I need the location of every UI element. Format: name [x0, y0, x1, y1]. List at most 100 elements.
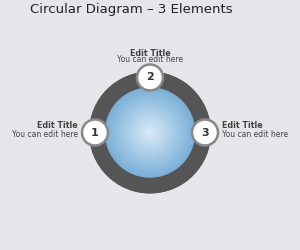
- Circle shape: [138, 120, 162, 145]
- Circle shape: [144, 126, 156, 138]
- Circle shape: [138, 121, 162, 144]
- Circle shape: [141, 124, 159, 142]
- Circle shape: [115, 98, 185, 168]
- Circle shape: [128, 110, 172, 155]
- Circle shape: [128, 111, 172, 154]
- Circle shape: [137, 119, 164, 146]
- Circle shape: [110, 92, 190, 172]
- Circle shape: [110, 93, 190, 172]
- Circle shape: [124, 107, 176, 158]
- Circle shape: [137, 120, 163, 145]
- Circle shape: [106, 88, 194, 177]
- Circle shape: [136, 118, 164, 147]
- Circle shape: [148, 131, 152, 134]
- Circle shape: [114, 96, 186, 169]
- Text: Circular Diagram – 3 Elements: Circular Diagram – 3 Elements: [30, 2, 232, 16]
- Circle shape: [106, 88, 194, 176]
- Circle shape: [108, 90, 192, 175]
- Circle shape: [130, 113, 170, 152]
- Circle shape: [106, 89, 194, 176]
- Circle shape: [124, 107, 176, 158]
- Circle shape: [144, 127, 156, 138]
- Text: 2: 2: [146, 72, 154, 83]
- Circle shape: [110, 92, 190, 173]
- Circle shape: [116, 98, 184, 166]
- Circle shape: [133, 115, 167, 150]
- Circle shape: [121, 104, 179, 162]
- Circle shape: [130, 112, 170, 152]
- Circle shape: [107, 90, 193, 175]
- Circle shape: [146, 128, 154, 136]
- Circle shape: [123, 105, 177, 160]
- Circle shape: [132, 114, 168, 151]
- Circle shape: [125, 108, 175, 157]
- Circle shape: [108, 91, 192, 174]
- Circle shape: [126, 108, 174, 156]
- Circle shape: [109, 91, 191, 174]
- Circle shape: [114, 97, 186, 168]
- Circle shape: [140, 122, 160, 143]
- Circle shape: [149, 132, 151, 134]
- Circle shape: [147, 129, 153, 136]
- Circle shape: [142, 125, 158, 140]
- Circle shape: [140, 122, 160, 142]
- Circle shape: [112, 94, 188, 171]
- Circle shape: [116, 98, 184, 167]
- Circle shape: [122, 105, 178, 160]
- Circle shape: [82, 120, 108, 146]
- Circle shape: [116, 98, 184, 167]
- Circle shape: [128, 110, 172, 155]
- Circle shape: [129, 112, 171, 153]
- Circle shape: [113, 95, 187, 170]
- Circle shape: [136, 118, 164, 146]
- Circle shape: [117, 100, 183, 165]
- Circle shape: [119, 101, 181, 164]
- Circle shape: [132, 115, 168, 150]
- Circle shape: [121, 103, 179, 162]
- Circle shape: [137, 64, 163, 90]
- Circle shape: [106, 88, 194, 177]
- Circle shape: [149, 132, 151, 133]
- Circle shape: [108, 90, 192, 175]
- Circle shape: [124, 106, 176, 159]
- Circle shape: [140, 123, 160, 142]
- Circle shape: [135, 118, 165, 148]
- Circle shape: [136, 118, 164, 146]
- Circle shape: [126, 108, 174, 156]
- Circle shape: [138, 121, 162, 144]
- Circle shape: [143, 126, 157, 139]
- Circle shape: [90, 72, 210, 193]
- Circle shape: [149, 132, 151, 134]
- Circle shape: [134, 117, 166, 148]
- Circle shape: [149, 132, 151, 133]
- Circle shape: [136, 118, 164, 147]
- Circle shape: [117, 100, 183, 165]
- Circle shape: [148, 130, 152, 135]
- Circle shape: [144, 127, 156, 138]
- Circle shape: [128, 111, 172, 154]
- Circle shape: [148, 130, 152, 135]
- Circle shape: [108, 91, 192, 174]
- Circle shape: [110, 93, 190, 172]
- Circle shape: [107, 90, 193, 175]
- Circle shape: [142, 124, 158, 141]
- Circle shape: [120, 102, 180, 162]
- Text: Edit Title: Edit Title: [130, 48, 170, 58]
- Circle shape: [137, 119, 164, 146]
- Circle shape: [127, 109, 173, 156]
- Circle shape: [133, 116, 167, 149]
- Circle shape: [125, 108, 175, 157]
- Circle shape: [129, 111, 171, 154]
- Text: 3: 3: [201, 128, 209, 138]
- Circle shape: [134, 116, 166, 149]
- Circle shape: [116, 98, 184, 166]
- Circle shape: [106, 89, 194, 176]
- Circle shape: [118, 101, 182, 164]
- Circle shape: [145, 128, 155, 138]
- Circle shape: [147, 130, 153, 135]
- Circle shape: [147, 130, 153, 135]
- Circle shape: [118, 100, 182, 165]
- Circle shape: [115, 98, 185, 168]
- Circle shape: [124, 106, 176, 159]
- Circle shape: [113, 95, 187, 170]
